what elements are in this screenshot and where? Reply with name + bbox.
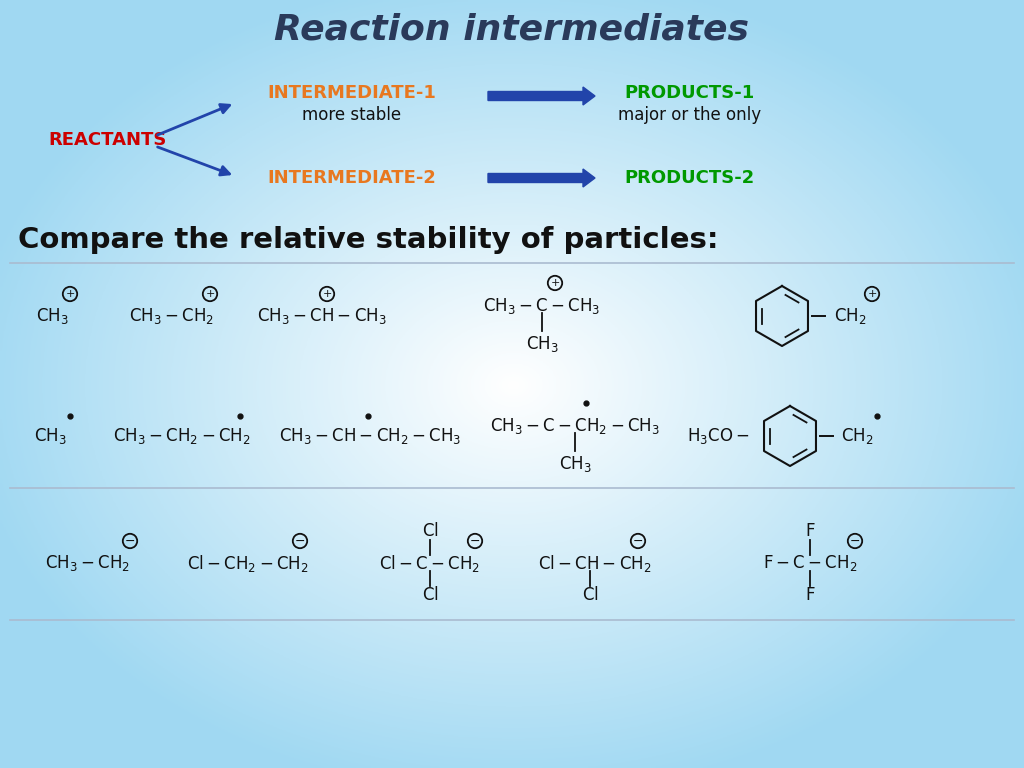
Text: PRODUCTS-1: PRODUCTS-1 bbox=[625, 84, 755, 102]
Text: −: − bbox=[125, 535, 135, 548]
Text: $\mathregular{CH_3-CH-CH_3}$: $\mathregular{CH_3-CH-CH_3}$ bbox=[257, 306, 387, 326]
Text: $\mathregular{Cl}$: $\mathregular{Cl}$ bbox=[582, 586, 598, 604]
Text: $\mathregular{F}$: $\mathregular{F}$ bbox=[805, 522, 815, 540]
Text: $\mathregular{CH_3-C-CH_3}$: $\mathregular{CH_3-C-CH_3}$ bbox=[483, 296, 601, 316]
Text: $\mathregular{CH_3-CH-CH_2-CH_3}$: $\mathregular{CH_3-CH-CH_2-CH_3}$ bbox=[279, 426, 461, 446]
Text: $\mathregular{Cl-CH-CH_2}$: $\mathregular{Cl-CH-CH_2}$ bbox=[539, 552, 652, 574]
Text: $\mathregular{CH_3}$: $\mathregular{CH_3}$ bbox=[34, 426, 67, 446]
Text: $\mathregular{H_3CO-}$: $\mathregular{H_3CO-}$ bbox=[687, 426, 750, 446]
Text: Reaction intermediates: Reaction intermediates bbox=[274, 13, 750, 47]
Text: $\mathregular{Cl-CH_2-CH_2}$: $\mathregular{Cl-CH_2-CH_2}$ bbox=[187, 552, 309, 574]
Text: $\mathregular{Cl}$: $\mathregular{Cl}$ bbox=[422, 586, 438, 604]
Text: $\mathregular{Cl-C-CH_2}$: $\mathregular{Cl-C-CH_2}$ bbox=[380, 552, 480, 574]
FancyArrow shape bbox=[488, 87, 595, 105]
Text: $\mathregular{F-C-CH_2}$: $\mathregular{F-C-CH_2}$ bbox=[763, 553, 857, 573]
Text: $\mathregular{CH_3-CH_2}$: $\mathregular{CH_3-CH_2}$ bbox=[129, 306, 215, 326]
Text: +: + bbox=[867, 289, 877, 299]
Text: +: + bbox=[66, 289, 75, 299]
Text: PRODUCTS-2: PRODUCTS-2 bbox=[625, 169, 755, 187]
Text: REACTANTS: REACTANTS bbox=[49, 131, 167, 149]
Text: $\mathregular{CH_3-C-CH_2-CH_3}$: $\mathregular{CH_3-C-CH_2-CH_3}$ bbox=[490, 416, 660, 436]
Text: $\mathregular{CH_3}$: $\mathregular{CH_3}$ bbox=[36, 306, 69, 326]
Text: Compare the relative stability of particles:: Compare the relative stability of partic… bbox=[18, 226, 719, 254]
Text: $\mathregular{F}$: $\mathregular{F}$ bbox=[805, 586, 815, 604]
Text: $\mathregular{CH_2}$: $\mathregular{CH_2}$ bbox=[841, 426, 873, 446]
Text: +: + bbox=[550, 278, 560, 288]
Text: $\mathregular{CH_2}$: $\mathregular{CH_2}$ bbox=[834, 306, 866, 326]
Text: $\mathregular{CH_3}$: $\mathregular{CH_3}$ bbox=[559, 454, 592, 474]
Text: $\mathregular{CH_3}$: $\mathregular{CH_3}$ bbox=[525, 334, 558, 354]
Text: −: − bbox=[470, 535, 480, 548]
Text: +: + bbox=[206, 289, 215, 299]
Text: −: − bbox=[633, 535, 643, 548]
Text: INTERMEDIATE-1: INTERMEDIATE-1 bbox=[267, 84, 436, 102]
Text: INTERMEDIATE-2: INTERMEDIATE-2 bbox=[267, 169, 436, 187]
Text: −: − bbox=[850, 535, 860, 548]
Text: $\mathregular{CH_3-CH_2}$: $\mathregular{CH_3-CH_2}$ bbox=[45, 553, 131, 573]
Text: $\mathregular{CH_3-CH_2-CH_2}$: $\mathregular{CH_3-CH_2-CH_2}$ bbox=[113, 426, 251, 446]
FancyArrow shape bbox=[488, 169, 595, 187]
Text: −: − bbox=[295, 535, 305, 548]
Text: $\mathregular{Cl}$: $\mathregular{Cl}$ bbox=[422, 522, 438, 540]
Text: more stable: more stable bbox=[302, 106, 401, 124]
Text: major or the only: major or the only bbox=[618, 106, 762, 124]
Text: +: + bbox=[323, 289, 332, 299]
